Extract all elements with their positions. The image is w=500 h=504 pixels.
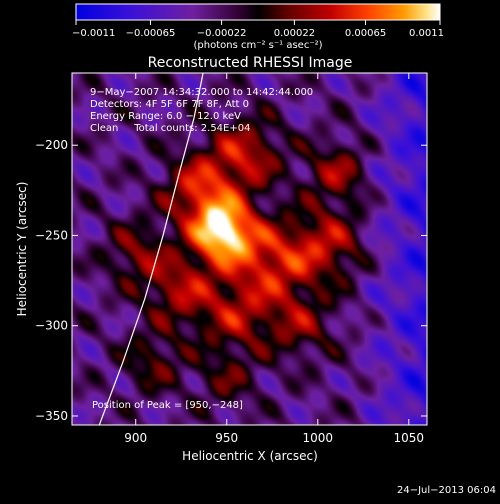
colorbar-ticks: −0.0011 −0.00065 −0.00022 0.00022 0.00065 0.0… — [72, 20, 444, 39]
heatmap-image — [72, 73, 427, 425]
colorbar-tick-label: −0.00065 — [126, 28, 176, 39]
annotation-detectors: Detectors: 4F 5F 6F 7F 8F, Att 0 — [90, 99, 249, 110]
colorbar-tick-label: −0.0011 — [72, 28, 115, 39]
annotation-time-range: 9−May−2007 14:34:32.000 to 14:42:44.000 — [90, 87, 313, 98]
chart-title: Reconstructed RHESSI Image — [148, 55, 353, 71]
annotation-clean-counts: Clean Total counts: 2.54E+04 — [90, 123, 250, 134]
x-tick-label: 1050 — [394, 431, 425, 445]
colorbar — [75, 3, 441, 21]
peak-position-label: Position of Peak = [950,−248] — [92, 400, 243, 411]
annotation-energy-range: Energy Range: 6.0 − 12.0 keV — [90, 111, 241, 122]
y-tick-label: −300 — [35, 319, 68, 333]
generation-timestamp: 24−Jul−2013 06:04 — [397, 485, 496, 496]
y-axis-label: Heliocentric Y (arcsec) — [15, 182, 29, 317]
plot-area — [72, 73, 427, 425]
y-tick-label: −250 — [35, 228, 68, 242]
y-tick-label: −350 — [35, 409, 68, 423]
y-tick-label: −200 — [35, 138, 68, 152]
x-tick-label: 900 — [124, 431, 147, 445]
plot-frame — [71, 72, 428, 426]
x-tick-label: 1000 — [302, 431, 333, 445]
x-axis-ticks: 900 950 1000 1050 — [124, 73, 424, 445]
colorbar-units: (photons cm⁻² s⁻¹ asec⁻²) — [193, 40, 322, 51]
colorbar-tick-label: 0.0011 — [409, 28, 444, 39]
x-tick-label: 950 — [215, 431, 238, 445]
colorbar-tick-label: −0.00022 — [197, 28, 247, 39]
solar-limb-line — [98, 73, 204, 425]
colorbar-tick-label: 0.00065 — [345, 28, 386, 39]
x-axis-label: Heliocentric X (arcsec) — [182, 449, 318, 463]
y-axis-ticks: −200 −250 −300 −350 — [35, 138, 427, 423]
colorbar-tick-label: 0.00022 — [274, 28, 315, 39]
